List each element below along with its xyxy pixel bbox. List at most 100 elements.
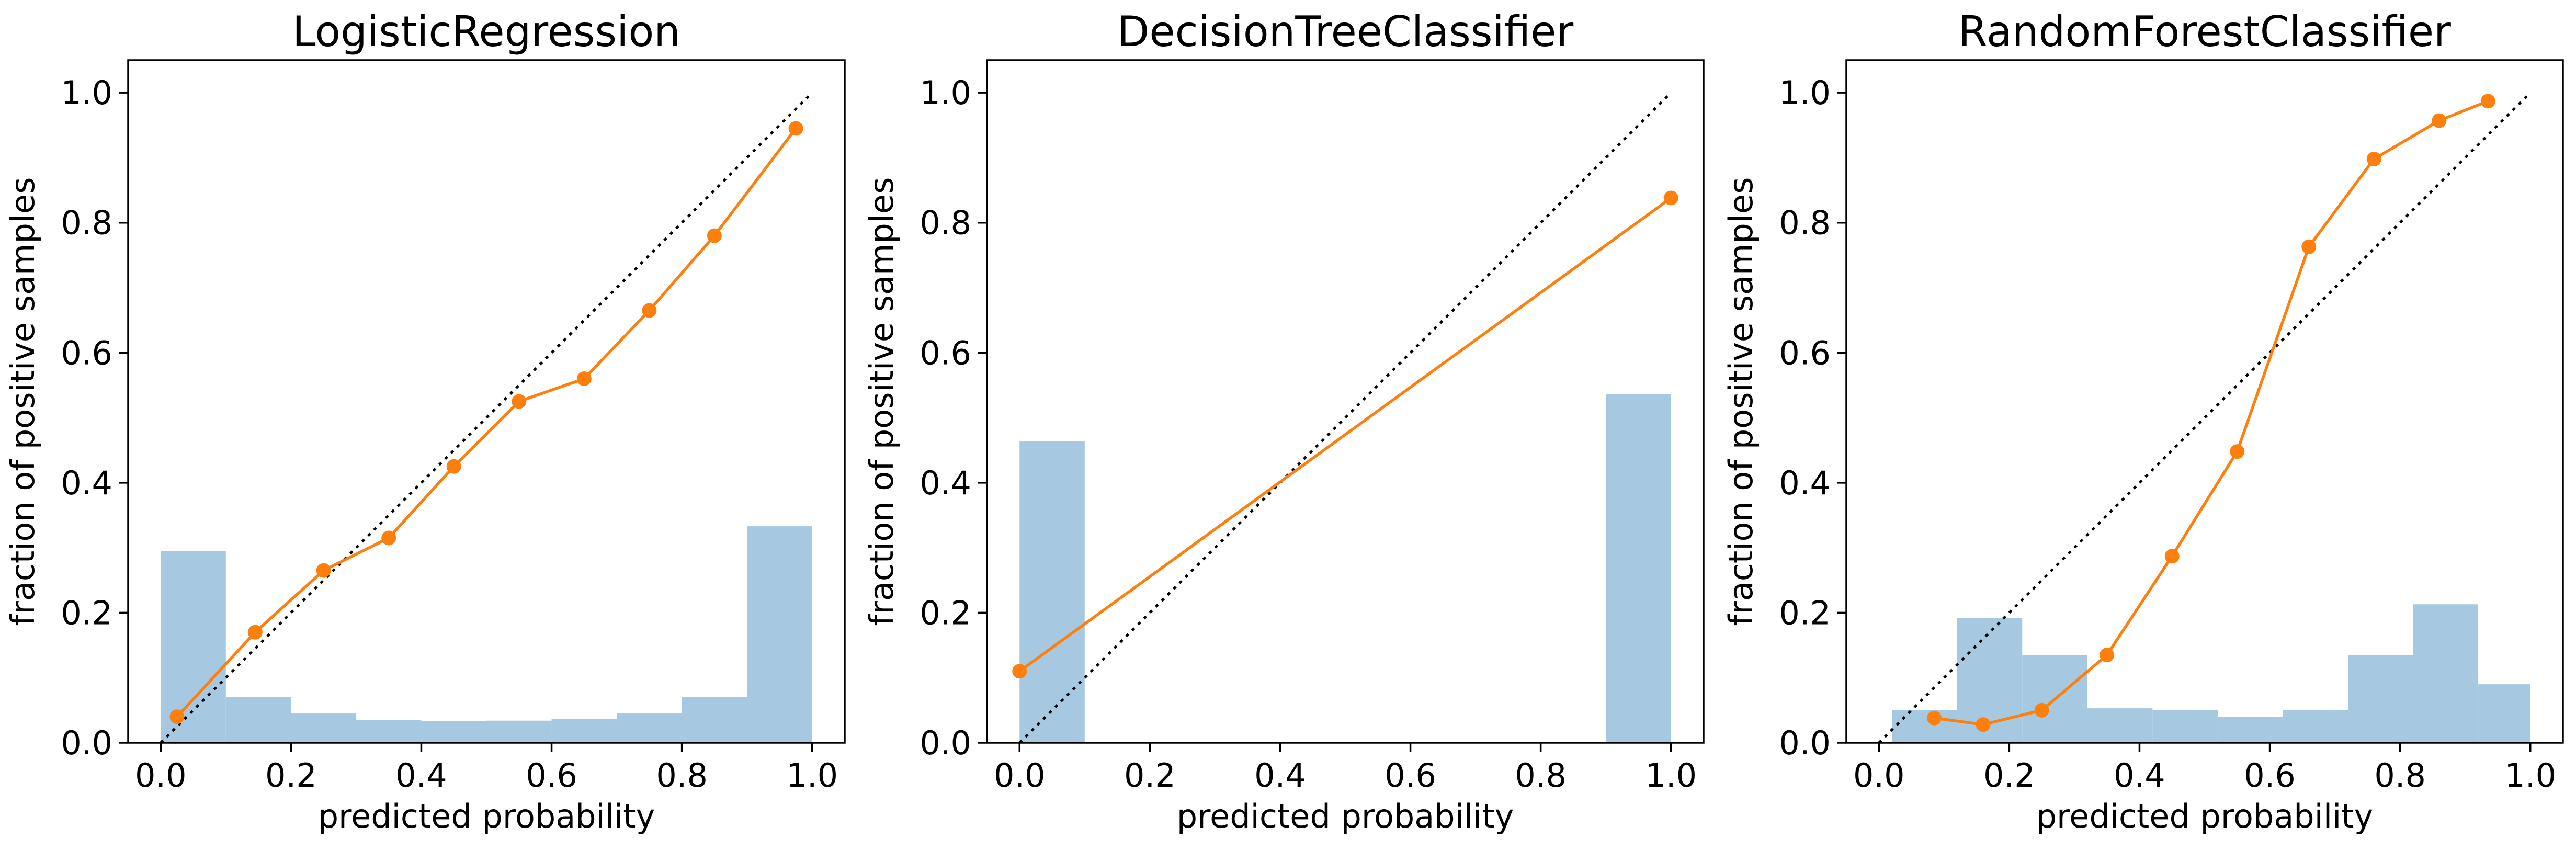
x-tick-label: 0.6 — [2244, 756, 2296, 795]
histogram-bar — [1606, 394, 1671, 743]
calibration-point — [446, 459, 461, 474]
y-axis-label: fraction of positive samples — [4, 177, 42, 626]
panel-logistic-regression: LogisticRegression predicted probability… — [4, 7, 846, 835]
calibration-point — [2230, 444, 2245, 459]
calibration-point — [2100, 648, 2115, 663]
chart-title: RandomForestClassifier — [1958, 7, 2451, 56]
calibration-point — [642, 303, 657, 318]
chart-title: DecisionTreeClassifier — [1117, 7, 1574, 56]
calibration-point — [707, 228, 722, 243]
calibration-curve — [1934, 99, 2489, 726]
y-axis-label: fraction of positive samples — [863, 177, 901, 626]
histogram-bar — [225, 697, 291, 743]
x-tick-label: 0.0 — [994, 756, 1046, 795]
calibration-point — [2366, 151, 2381, 166]
histogram-bar — [2217, 717, 2283, 743]
y-tick-label: 0.4 — [61, 464, 112, 502]
calibration-point — [788, 121, 803, 136]
x-tick-label: 0.6 — [526, 756, 577, 795]
x-tick-label: 0.2 — [1124, 756, 1176, 795]
calibration-point — [1976, 717, 1991, 732]
histogram-bar — [551, 719, 617, 743]
y-tick-label: 0.2 — [1779, 594, 1831, 632]
x-tick-label: 0.0 — [135, 756, 187, 795]
calibration-curve — [176, 127, 797, 718]
calibration-point — [576, 371, 592, 386]
calibration-point — [381, 530, 396, 546]
y-tick-label: 0.0 — [61, 724, 112, 762]
x-tick-label: 0.4 — [2114, 756, 2165, 795]
perfect-calibration-line — [160, 92, 813, 744]
histogram-bar — [2478, 684, 2530, 743]
histogram-bar — [682, 697, 747, 743]
x-axis-label: predicted probability — [1177, 797, 1514, 835]
x-axis-label: predicted probability — [2036, 797, 2374, 835]
histogram-bar — [617, 713, 682, 743]
calibration-point — [512, 394, 527, 409]
histogram-bar — [486, 720, 552, 743]
y-tick-label: 0.0 — [920, 724, 971, 762]
panel-random-forest: RandomForestClassifier predicted probabi… — [1722, 7, 2564, 835]
calibration-point — [1927, 710, 1942, 726]
calibration-point — [316, 563, 331, 578]
calibration-curve — [1018, 197, 1672, 673]
x-tick-label: 0.4 — [395, 756, 447, 795]
y-tick-label: 0.4 — [1779, 464, 1831, 502]
y-tick-label: 0.2 — [920, 594, 971, 632]
calibration-point — [1663, 190, 1678, 206]
chart-title: LogisticRegression — [292, 7, 680, 56]
plot-frame — [986, 59, 1705, 744]
y-tick-label: 0.6 — [1779, 334, 1831, 372]
calibration-point — [2480, 94, 2495, 109]
calibration-point — [169, 709, 185, 724]
plot-frame — [127, 59, 846, 744]
histogram-bar — [2152, 710, 2218, 743]
y-tick-label: 0.8 — [920, 204, 971, 242]
x-tick-label: 0.8 — [656, 756, 708, 795]
histogram-bar — [2283, 710, 2348, 743]
y-tick-label: 0.8 — [1779, 204, 1831, 242]
histogram-bar — [2413, 604, 2479, 743]
x-tick-label: 0.8 — [1515, 756, 1567, 795]
x-tick-label: 0.8 — [2374, 756, 2426, 795]
calibration-point — [247, 625, 263, 640]
perfect-calibration-line — [1878, 92, 2532, 744]
x-tick-label: 0.4 — [1254, 756, 1306, 795]
x-tick-label: 0.6 — [1385, 756, 1436, 795]
histogram-bar — [161, 551, 226, 743]
histogram-bar — [2087, 708, 2153, 743]
y-tick-label: 0.6 — [61, 334, 112, 372]
calibration-point — [2034, 702, 2049, 718]
panel-decision-tree: DecisionTreeClassifier predicted probabi… — [863, 7, 1705, 835]
plot-frame — [1845, 59, 2564, 744]
y-tick-label: 0.0 — [1779, 724, 1831, 762]
y-tick-label: 1.0 — [920, 74, 971, 112]
perfect-calibration-line — [1018, 92, 1672, 744]
calibration-point — [2164, 549, 2180, 564]
x-tick-label: 1.0 — [1645, 756, 1697, 795]
histogram-bar — [1019, 441, 1085, 743]
y-tick-label: 0.2 — [61, 594, 112, 632]
y-axis-label: fraction of positive samples — [1722, 177, 1760, 626]
calibration-point — [2432, 113, 2447, 128]
histogram-bar — [747, 526, 812, 743]
y-tick-label: 0.4 — [920, 464, 971, 502]
histogram-bar — [2348, 655, 2413, 743]
x-tick-label: 1.0 — [2504, 756, 2556, 795]
calibration-point — [1012, 664, 1027, 679]
x-tick-label: 0.2 — [265, 756, 317, 795]
y-tick-label: 1.0 — [1779, 74, 1831, 112]
calibration-point — [2301, 239, 2317, 254]
x-tick-label: 1.0 — [786, 756, 838, 795]
x-tick-label: 0.0 — [1853, 756, 1905, 795]
y-tick-label: 0.6 — [920, 334, 971, 372]
x-axis-label: predicted probability — [318, 797, 655, 835]
histogram-bar — [356, 720, 422, 743]
y-tick-label: 0.8 — [61, 204, 112, 242]
y-tick-label: 1.0 — [61, 74, 112, 112]
histogram-bar — [1892, 710, 1957, 743]
x-tick-label: 0.2 — [1983, 756, 2035, 795]
histogram-bar — [421, 721, 486, 743]
histogram-bar — [291, 713, 356, 743]
